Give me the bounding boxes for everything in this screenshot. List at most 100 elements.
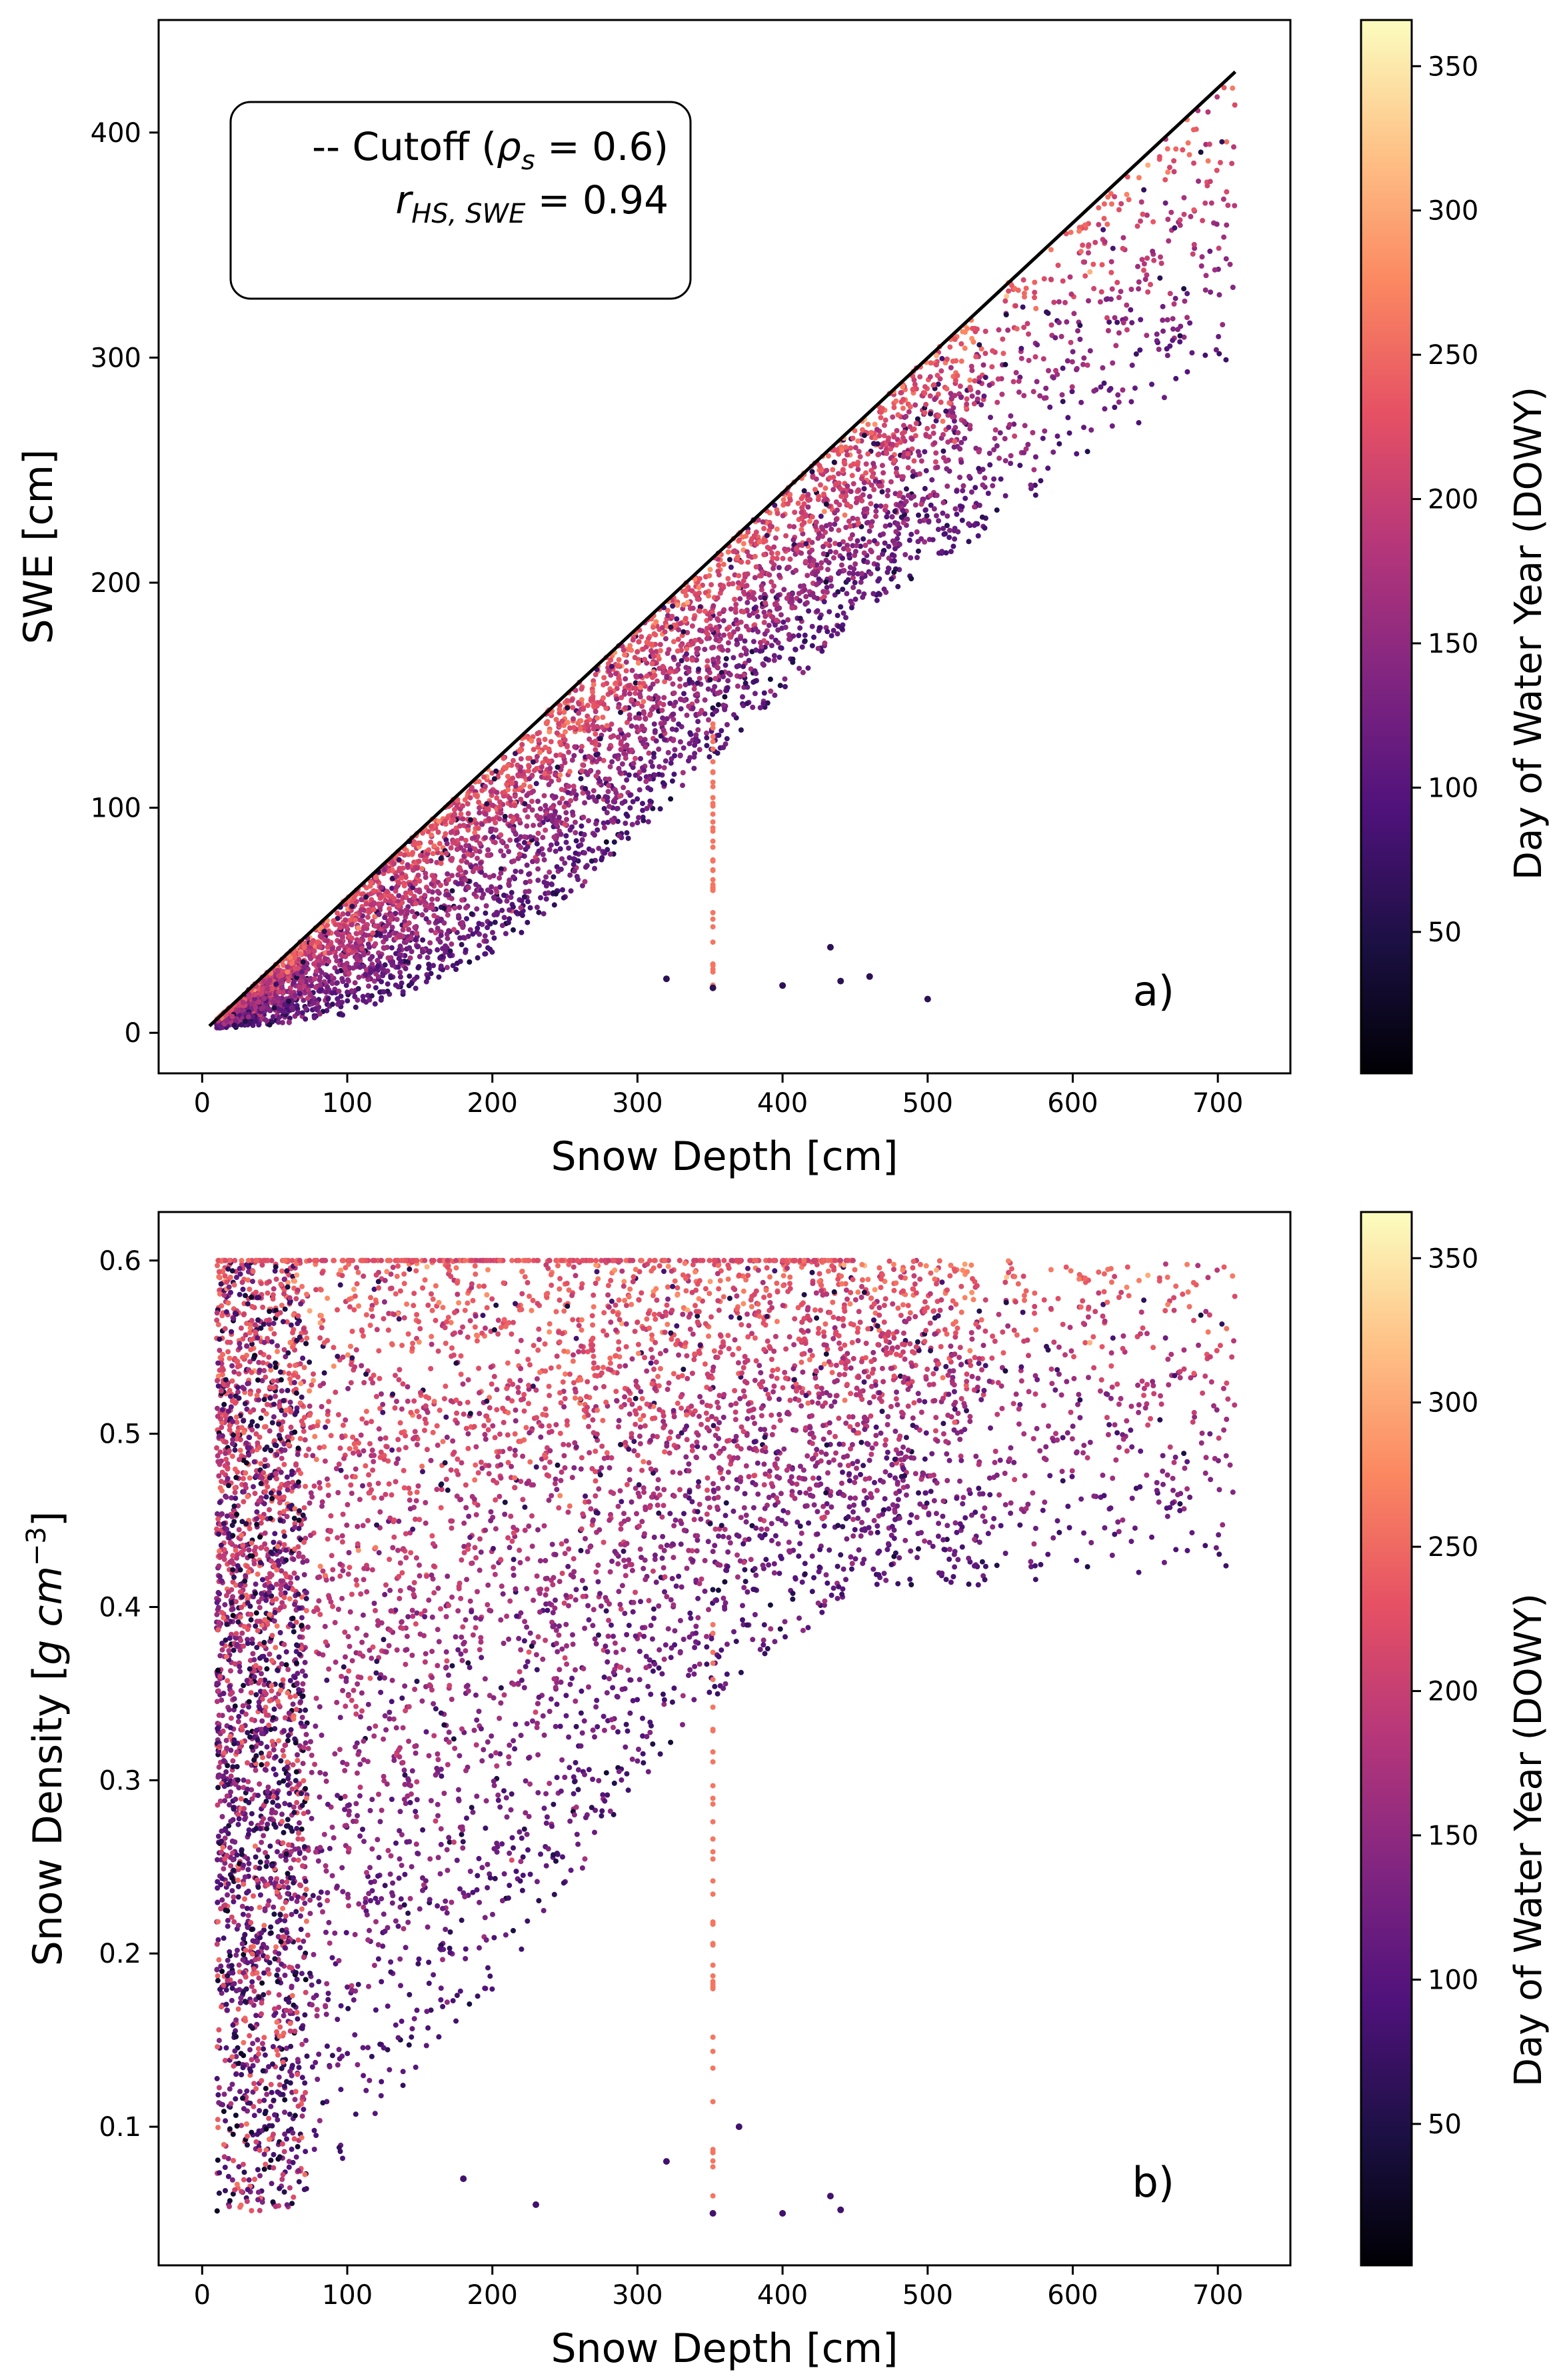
scatter-point — [1230, 285, 1236, 290]
scatter-point — [677, 621, 683, 627]
scatter-point — [633, 772, 639, 778]
scatter-point — [397, 969, 403, 975]
scatter-point — [538, 895, 543, 901]
scatter-point — [465, 811, 471, 817]
scatter-point — [365, 993, 371, 999]
scatter-point — [974, 396, 980, 402]
scatter-point — [1188, 213, 1194, 219]
scatter-point — [311, 948, 317, 954]
scatter-point — [792, 647, 798, 652]
scatter-point — [252, 997, 258, 1003]
scatter-point — [836, 502, 842, 508]
scatter-point — [1120, 320, 1126, 326]
scatter-point — [578, 718, 584, 724]
scatter-point — [770, 614, 776, 620]
scatter-point — [396, 857, 402, 863]
scatter-point — [1126, 197, 1132, 203]
scatter-point — [557, 846, 563, 852]
scatter-point — [614, 806, 620, 811]
scatter-point — [716, 562, 722, 568]
scatter-point — [507, 916, 513, 922]
scatter-point — [891, 457, 897, 463]
scatter-point — [331, 918, 337, 924]
scatter-point — [944, 466, 950, 472]
scatter-point — [535, 744, 541, 750]
scatter-point — [716, 572, 722, 578]
scatter-point — [1054, 433, 1060, 439]
scatter-point — [769, 634, 775, 640]
scatter-point — [695, 645, 701, 651]
scatter-point — [429, 897, 435, 902]
scatter-point — [419, 866, 425, 872]
scatter-point — [436, 819, 442, 825]
scatter-point — [924, 425, 930, 431]
scatter-point — [705, 667, 711, 673]
scatter-point — [285, 969, 291, 975]
scatter-point — [762, 631, 768, 637]
scatter-point — [809, 562, 815, 568]
scatter-point — [662, 629, 668, 635]
scatter-point — [838, 493, 844, 499]
scatter-point — [498, 866, 504, 872]
scatter-point — [279, 1019, 285, 1025]
scatter-point — [724, 722, 730, 727]
scatter-point — [658, 721, 664, 727]
scatter-point — [252, 992, 258, 997]
scatter-point — [722, 707, 728, 713]
scatter-point — [914, 555, 920, 561]
scatter-point — [626, 772, 632, 778]
scatter-point — [346, 971, 352, 977]
scatter-point — [917, 518, 923, 524]
scatter-point — [673, 699, 679, 705]
scatter-point — [504, 843, 510, 849]
scatter-point — [1172, 295, 1178, 301]
scatter-point — [565, 705, 571, 711]
scatter-point — [944, 513, 950, 519]
scatter-point — [852, 445, 858, 451]
scatter-point — [390, 875, 396, 881]
scatter-point — [378, 997, 384, 1003]
scatter-point — [732, 548, 738, 554]
scatter-point — [409, 909, 415, 915]
scatter-point — [952, 377, 958, 383]
scatter-point — [801, 488, 807, 494]
scatter-point — [605, 799, 611, 804]
scatter-point — [865, 451, 871, 457]
scatter-point — [453, 967, 459, 973]
scatter-point — [601, 675, 607, 681]
scatter-point — [452, 807, 457, 813]
scatter-point — [275, 1019, 281, 1025]
scatter-point — [340, 911, 346, 917]
scatter-point — [935, 527, 941, 533]
scatter-point — [733, 606, 739, 612]
scatter-point — [891, 405, 897, 411]
scatter-point — [481, 774, 487, 780]
scatter-point — [467, 847, 473, 853]
scatter-point — [382, 962, 388, 968]
scatter-point — [661, 781, 667, 787]
scatter-point — [681, 697, 687, 703]
scatter-point — [810, 557, 816, 563]
scatter-point — [818, 513, 824, 519]
scatter-point — [367, 944, 373, 950]
scatter-point — [442, 819, 448, 824]
scatter-point — [789, 591, 795, 597]
scatter-point — [821, 509, 827, 515]
scatter-point — [971, 401, 977, 407]
scatter-point — [677, 739, 683, 745]
scatter-point — [557, 772, 563, 778]
scatter-point — [563, 810, 569, 816]
scatter-point — [677, 676, 683, 682]
scatter-point — [910, 473, 916, 479]
scatter-point — [1085, 250, 1091, 256]
scatter-point — [709, 627, 715, 633]
scatter-point — [745, 559, 751, 565]
scatter-point — [317, 1011, 323, 1017]
scatter-point — [952, 439, 958, 445]
scatter-point — [505, 773, 511, 779]
scatter-point — [874, 427, 880, 433]
scatter-point — [497, 875, 503, 881]
scatter-point — [927, 493, 933, 499]
scatter-point — [1020, 277, 1026, 283]
scatter-point — [884, 514, 890, 520]
